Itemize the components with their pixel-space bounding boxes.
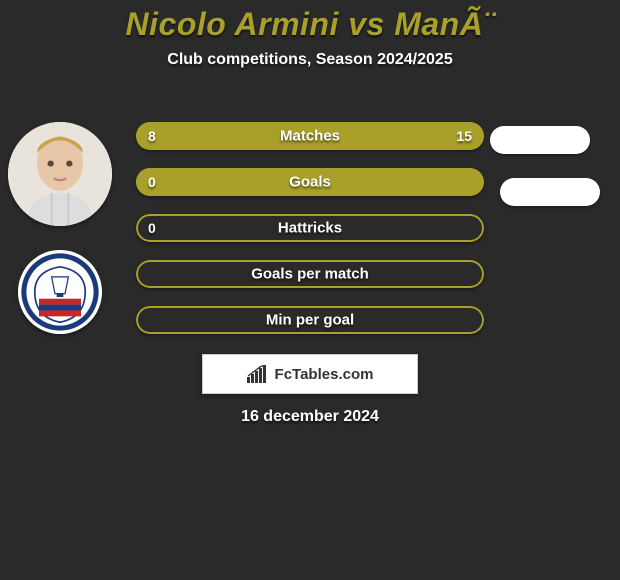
side-pill (490, 126, 590, 154)
stat-value-left: 0 (148, 174, 156, 190)
side-pill (500, 178, 600, 206)
subtitle: Club competitions, Season 2024/2025 (0, 51, 620, 69)
stat-row: 0 Goals (136, 168, 484, 196)
stat-label: Min per goal (266, 312, 354, 329)
stat-row: Min per goal (136, 306, 484, 334)
brand-text: FcTables.com (275, 366, 374, 383)
bar-chart-icon (247, 365, 269, 383)
stat-row: 8 15 Matches (136, 122, 484, 150)
player-2-club-badge: F.C. (18, 250, 102, 334)
date-text: 16 december 2024 (0, 408, 620, 426)
player-1-avatar (8, 122, 112, 226)
stat-row: Goals per match (136, 260, 484, 288)
svg-text:F.C.: F.C. (55, 260, 66, 266)
stats-column: 8 15 Matches 0 Goals 0 Hattricks Goals per matc… (136, 122, 484, 352)
brand-footer: FcTables.com (202, 354, 418, 394)
stat-row: 0 Hattricks (136, 214, 484, 242)
stat-value-left: 0 (148, 220, 156, 236)
stat-label: Goals per match (251, 266, 369, 283)
stat-value-left: 8 (148, 128, 156, 144)
stat-value-right: 15 (456, 128, 472, 144)
comparison-card: Nicolo Armini vs ManÃ¨ Club competitions… (0, 0, 620, 69)
stat-label: Goals (289, 174, 331, 191)
stat-label: Matches (280, 128, 340, 145)
stat-label: Hattricks (278, 220, 342, 237)
page-title: Nicolo Armini vs ManÃ¨ (0, 6, 620, 43)
